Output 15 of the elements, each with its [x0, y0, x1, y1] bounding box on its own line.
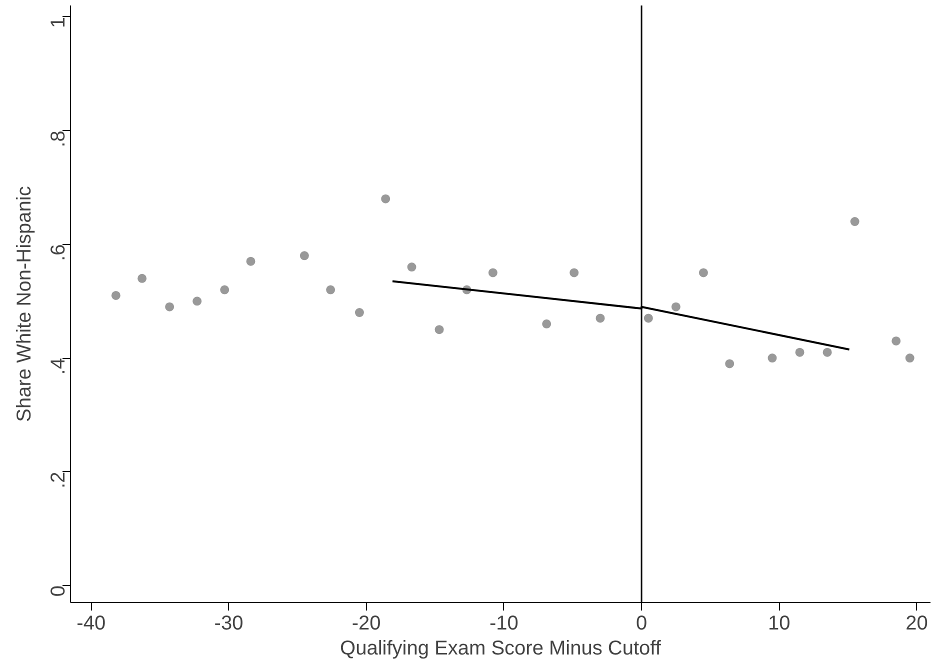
y-tick-label: .2: [48, 472, 70, 488]
y-tick-label: .4: [48, 358, 70, 375]
x-tick-label: 10: [768, 612, 790, 634]
y-tick-label: 0: [48, 585, 70, 597]
x-axis-title: Qualifying Exam Score Minus Cutoff: [340, 638, 662, 660]
y-tick-label: 1: [48, 16, 70, 28]
x-tick-label: 20: [906, 612, 928, 634]
y-axis-title: Share White Non-Hispanic: [14, 186, 36, 422]
x-tick-label: -30: [214, 612, 244, 634]
y-tick-label: .6: [48, 244, 70, 261]
x-tick-label: 0: [636, 612, 648, 634]
x-tick-label: -20: [352, 612, 381, 634]
x-tick-label: -10: [489, 612, 518, 634]
x-tick-label: -40: [76, 612, 106, 634]
y-tick-label: .8: [48, 130, 70, 148]
